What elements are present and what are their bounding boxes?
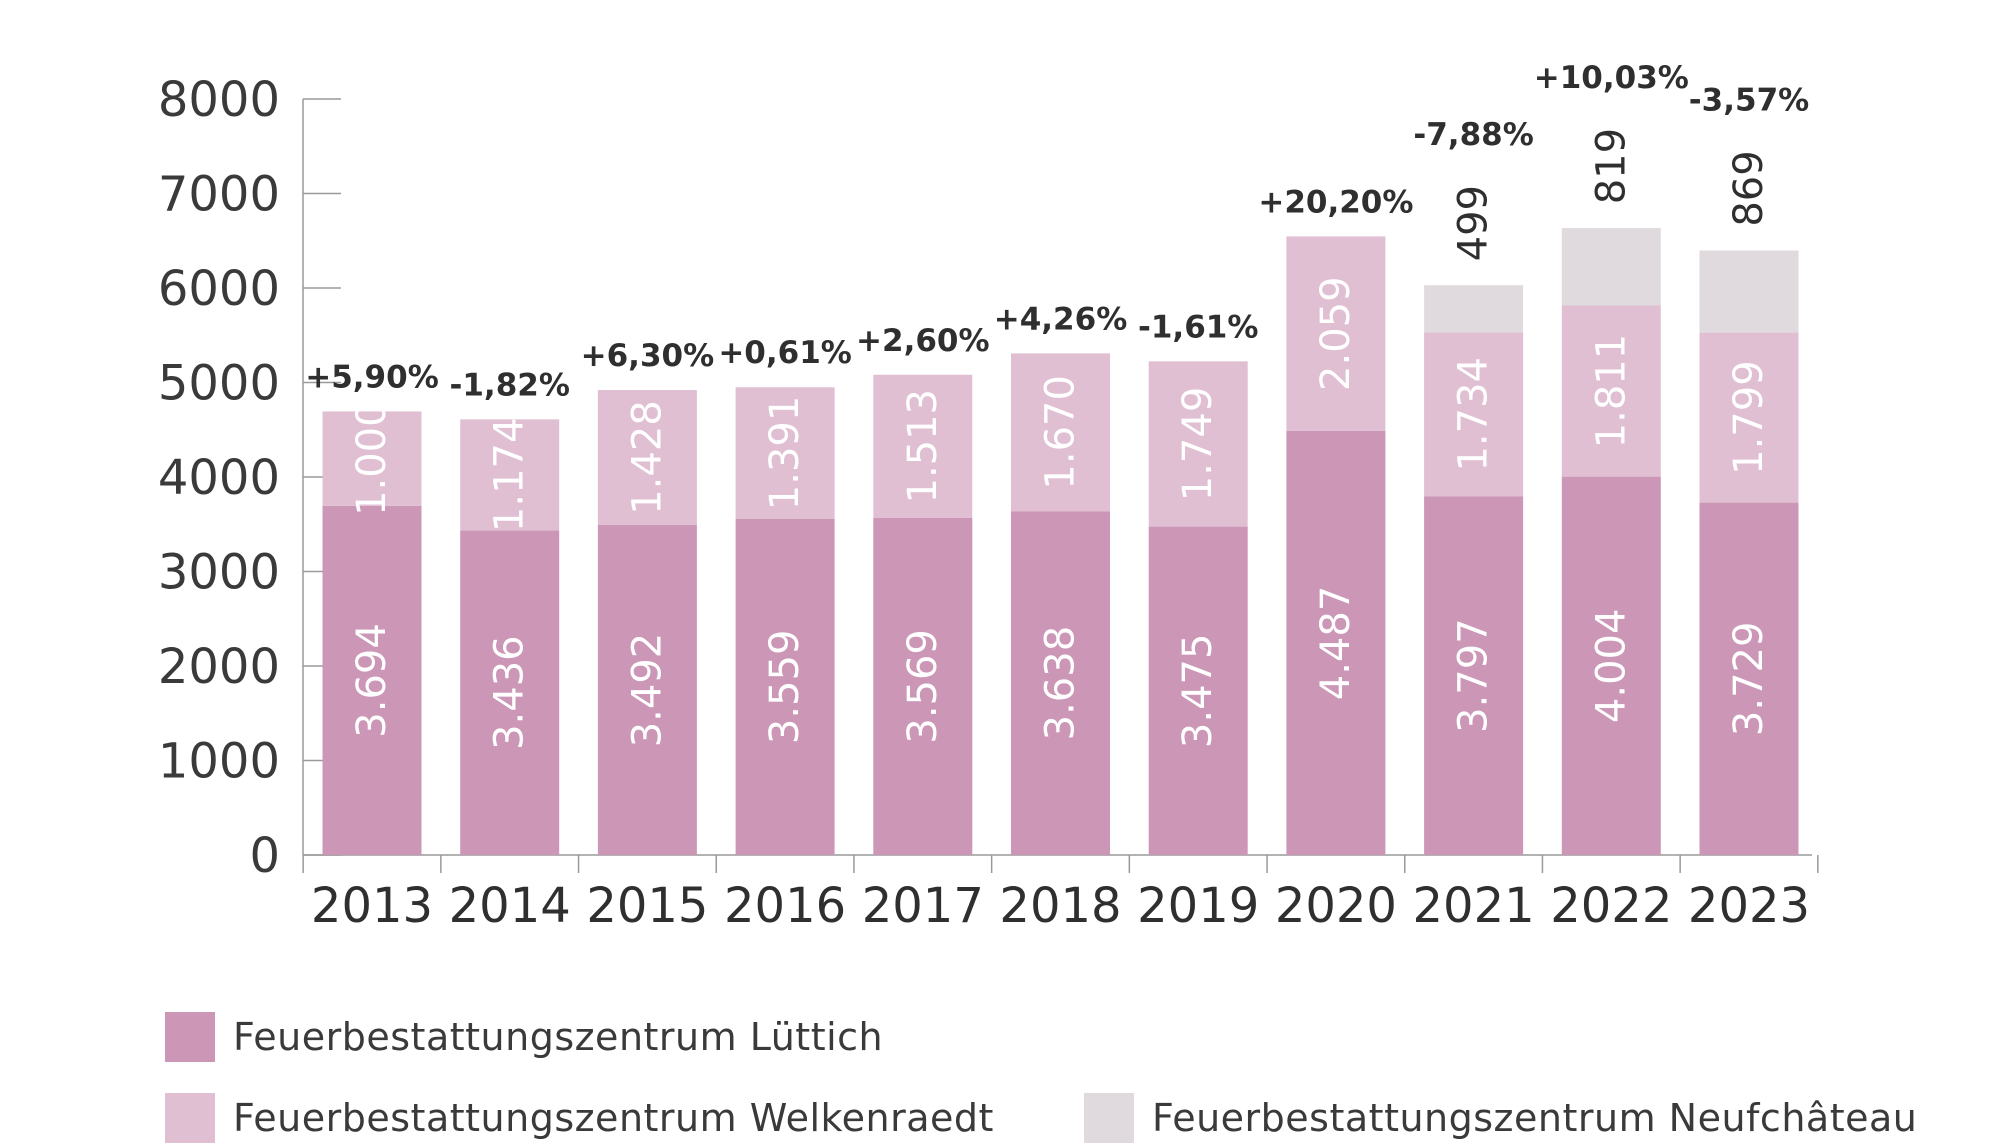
legend-swatch-neufchateau bbox=[1083, 1093, 1134, 1143]
bar-segment-1 bbox=[1011, 511, 1110, 855]
legend-item-welkenraedt: Feuerbestattungszentrum Welkenraedt bbox=[165, 1093, 994, 1143]
x-tick-label: 2013 bbox=[311, 878, 433, 934]
bar-segment-2 bbox=[460, 419, 560, 531]
legend-label-welkenraedt: Feuerbestattungszentrum Welkenraedt bbox=[233, 1096, 994, 1140]
y-tick-label: 8000 bbox=[158, 72, 280, 128]
bar-segment-2 bbox=[1148, 361, 1248, 527]
y-tick-label: 6000 bbox=[158, 261, 280, 317]
bar-segment-2 bbox=[1011, 353, 1110, 512]
data-label: 3.797 bbox=[1451, 618, 1497, 733]
legend-row-2: Feuerbestattungszentrum Welkenraedt Feue… bbox=[165, 1093, 1917, 1143]
data-label: 1.670 bbox=[1038, 375, 1084, 490]
y-tick-label: 7000 bbox=[158, 167, 280, 223]
x-tick-label: 2022 bbox=[1550, 878, 1672, 934]
bar-segment-1 bbox=[1561, 476, 1661, 855]
change-label: +10,03% bbox=[1534, 60, 1689, 96]
chart-bars bbox=[322, 228, 1799, 855]
legend-swatch-luettich bbox=[165, 1012, 215, 1062]
change-label: -7,88% bbox=[1413, 117, 1533, 153]
y-tick-label: 5000 bbox=[158, 356, 280, 412]
x-tick-label: 2023 bbox=[1688, 878, 1810, 934]
change-label: +20,20% bbox=[1258, 184, 1413, 220]
legend-item-neufchateau: Feuerbestattungszentrum Neufchâteau bbox=[1083, 1093, 1918, 1143]
bar-segment-1 bbox=[1148, 526, 1248, 855]
change-label: +6,30% bbox=[581, 338, 715, 374]
data-label: 869 bbox=[1726, 150, 1772, 226]
bar-segment-2 bbox=[735, 387, 835, 519]
data-label: 1.391 bbox=[762, 396, 808, 511]
data-label: 1.749 bbox=[1175, 387, 1221, 502]
y-tick-label: 0 bbox=[249, 828, 280, 884]
bar-segment-1 bbox=[322, 505, 422, 855]
legend-label-neufchateau: Feuerbestattungszentrum Neufchâteau bbox=[1151, 1096, 1918, 1140]
data-label: 3.569 bbox=[900, 629, 946, 744]
data-label: 3.694 bbox=[349, 623, 395, 738]
x-tick-label: 2020 bbox=[1275, 878, 1397, 934]
bar-segment-2 bbox=[1561, 305, 1661, 477]
bar-segment-1 bbox=[1699, 502, 1799, 855]
x-tick-label: 2015 bbox=[586, 878, 708, 934]
x-tick-label: 2016 bbox=[724, 878, 846, 934]
y-tick-label: 3000 bbox=[158, 545, 280, 601]
bar-segment-1 bbox=[597, 525, 697, 855]
bar-segment-2 bbox=[597, 390, 697, 526]
data-label: 3.475 bbox=[1175, 634, 1221, 749]
bar-segment-1 bbox=[1424, 496, 1524, 855]
x-tick-label: 2018 bbox=[999, 878, 1121, 934]
data-label: 1.428 bbox=[624, 400, 670, 515]
bar-segment-2 bbox=[1699, 332, 1799, 503]
legend-row-1: Feuerbestattungszentrum Lüttich bbox=[165, 1012, 963, 1062]
x-tick-label: 2017 bbox=[862, 878, 984, 934]
legend-swatch-welkenraedt bbox=[165, 1093, 215, 1143]
y-tick-label: 1000 bbox=[158, 734, 280, 790]
y-tick-label: 4000 bbox=[158, 450, 280, 506]
change-label: +2,60% bbox=[856, 323, 990, 359]
data-label: 3.559 bbox=[762, 630, 808, 745]
data-label: 499 bbox=[1451, 185, 1497, 261]
change-label: +0,61% bbox=[718, 335, 852, 371]
data-label: 3.729 bbox=[1726, 622, 1772, 737]
bar-segment-2 bbox=[873, 374, 973, 518]
data-label: 1.174 bbox=[487, 418, 533, 533]
bar-segment-1 bbox=[460, 530, 560, 855]
chart-labels: 3.694 1.000 2013 +5,90% 3.436 1.174 2014 -1,82%… bbox=[305, 60, 1810, 934]
bar-segment-3 bbox=[1699, 250, 1799, 333]
bar-segment-1 bbox=[1286, 430, 1386, 855]
bar-segment-2 bbox=[1424, 332, 1524, 497]
data-label: 1.734 bbox=[1451, 357, 1497, 472]
bar-segment-1 bbox=[873, 517, 973, 855]
x-tick-label: 2014 bbox=[449, 878, 571, 934]
x-tick-label: 2021 bbox=[1413, 878, 1535, 934]
data-label: 4.004 bbox=[1588, 609, 1634, 724]
data-label: 819 bbox=[1588, 128, 1634, 204]
change-label: -1,82% bbox=[449, 367, 569, 403]
bar-segment-3 bbox=[1424, 285, 1524, 333]
data-label: 1.513 bbox=[900, 389, 946, 504]
change-label: -3,57% bbox=[1689, 82, 1809, 118]
legend-label-luettich: Feuerbestattungszentrum Lüttich bbox=[233, 1015, 884, 1059]
change-label: +4,26% bbox=[994, 301, 1128, 337]
data-label: 3.638 bbox=[1038, 626, 1084, 741]
legend-item-luettich: Feuerbestattungszentrum Lüttich bbox=[165, 1012, 883, 1062]
data-label: 2.059 bbox=[1313, 276, 1359, 391]
bar-segment-1 bbox=[735, 518, 835, 855]
bar-segment-2 bbox=[1286, 236, 1386, 431]
y-tick-label: 2000 bbox=[158, 639, 280, 695]
change-label: +5,90% bbox=[305, 359, 439, 395]
bar-segment-2 bbox=[322, 411, 422, 506]
data-label: 1.799 bbox=[1726, 360, 1772, 475]
x-tick-label: 2019 bbox=[1137, 878, 1259, 934]
data-label: 3.492 bbox=[624, 633, 670, 748]
data-label: 3.436 bbox=[487, 635, 533, 750]
data-label: 1.811 bbox=[1588, 334, 1634, 449]
bar-segment-3 bbox=[1561, 228, 1661, 306]
data-label: 4.487 bbox=[1313, 586, 1359, 701]
chart-axes: 0 1000 2000 3000 4000 5000 6000 7000 8000 bbox=[158, 72, 1819, 884]
change-label: -1,61% bbox=[1138, 309, 1258, 345]
data-label: 1.000 bbox=[349, 401, 395, 516]
